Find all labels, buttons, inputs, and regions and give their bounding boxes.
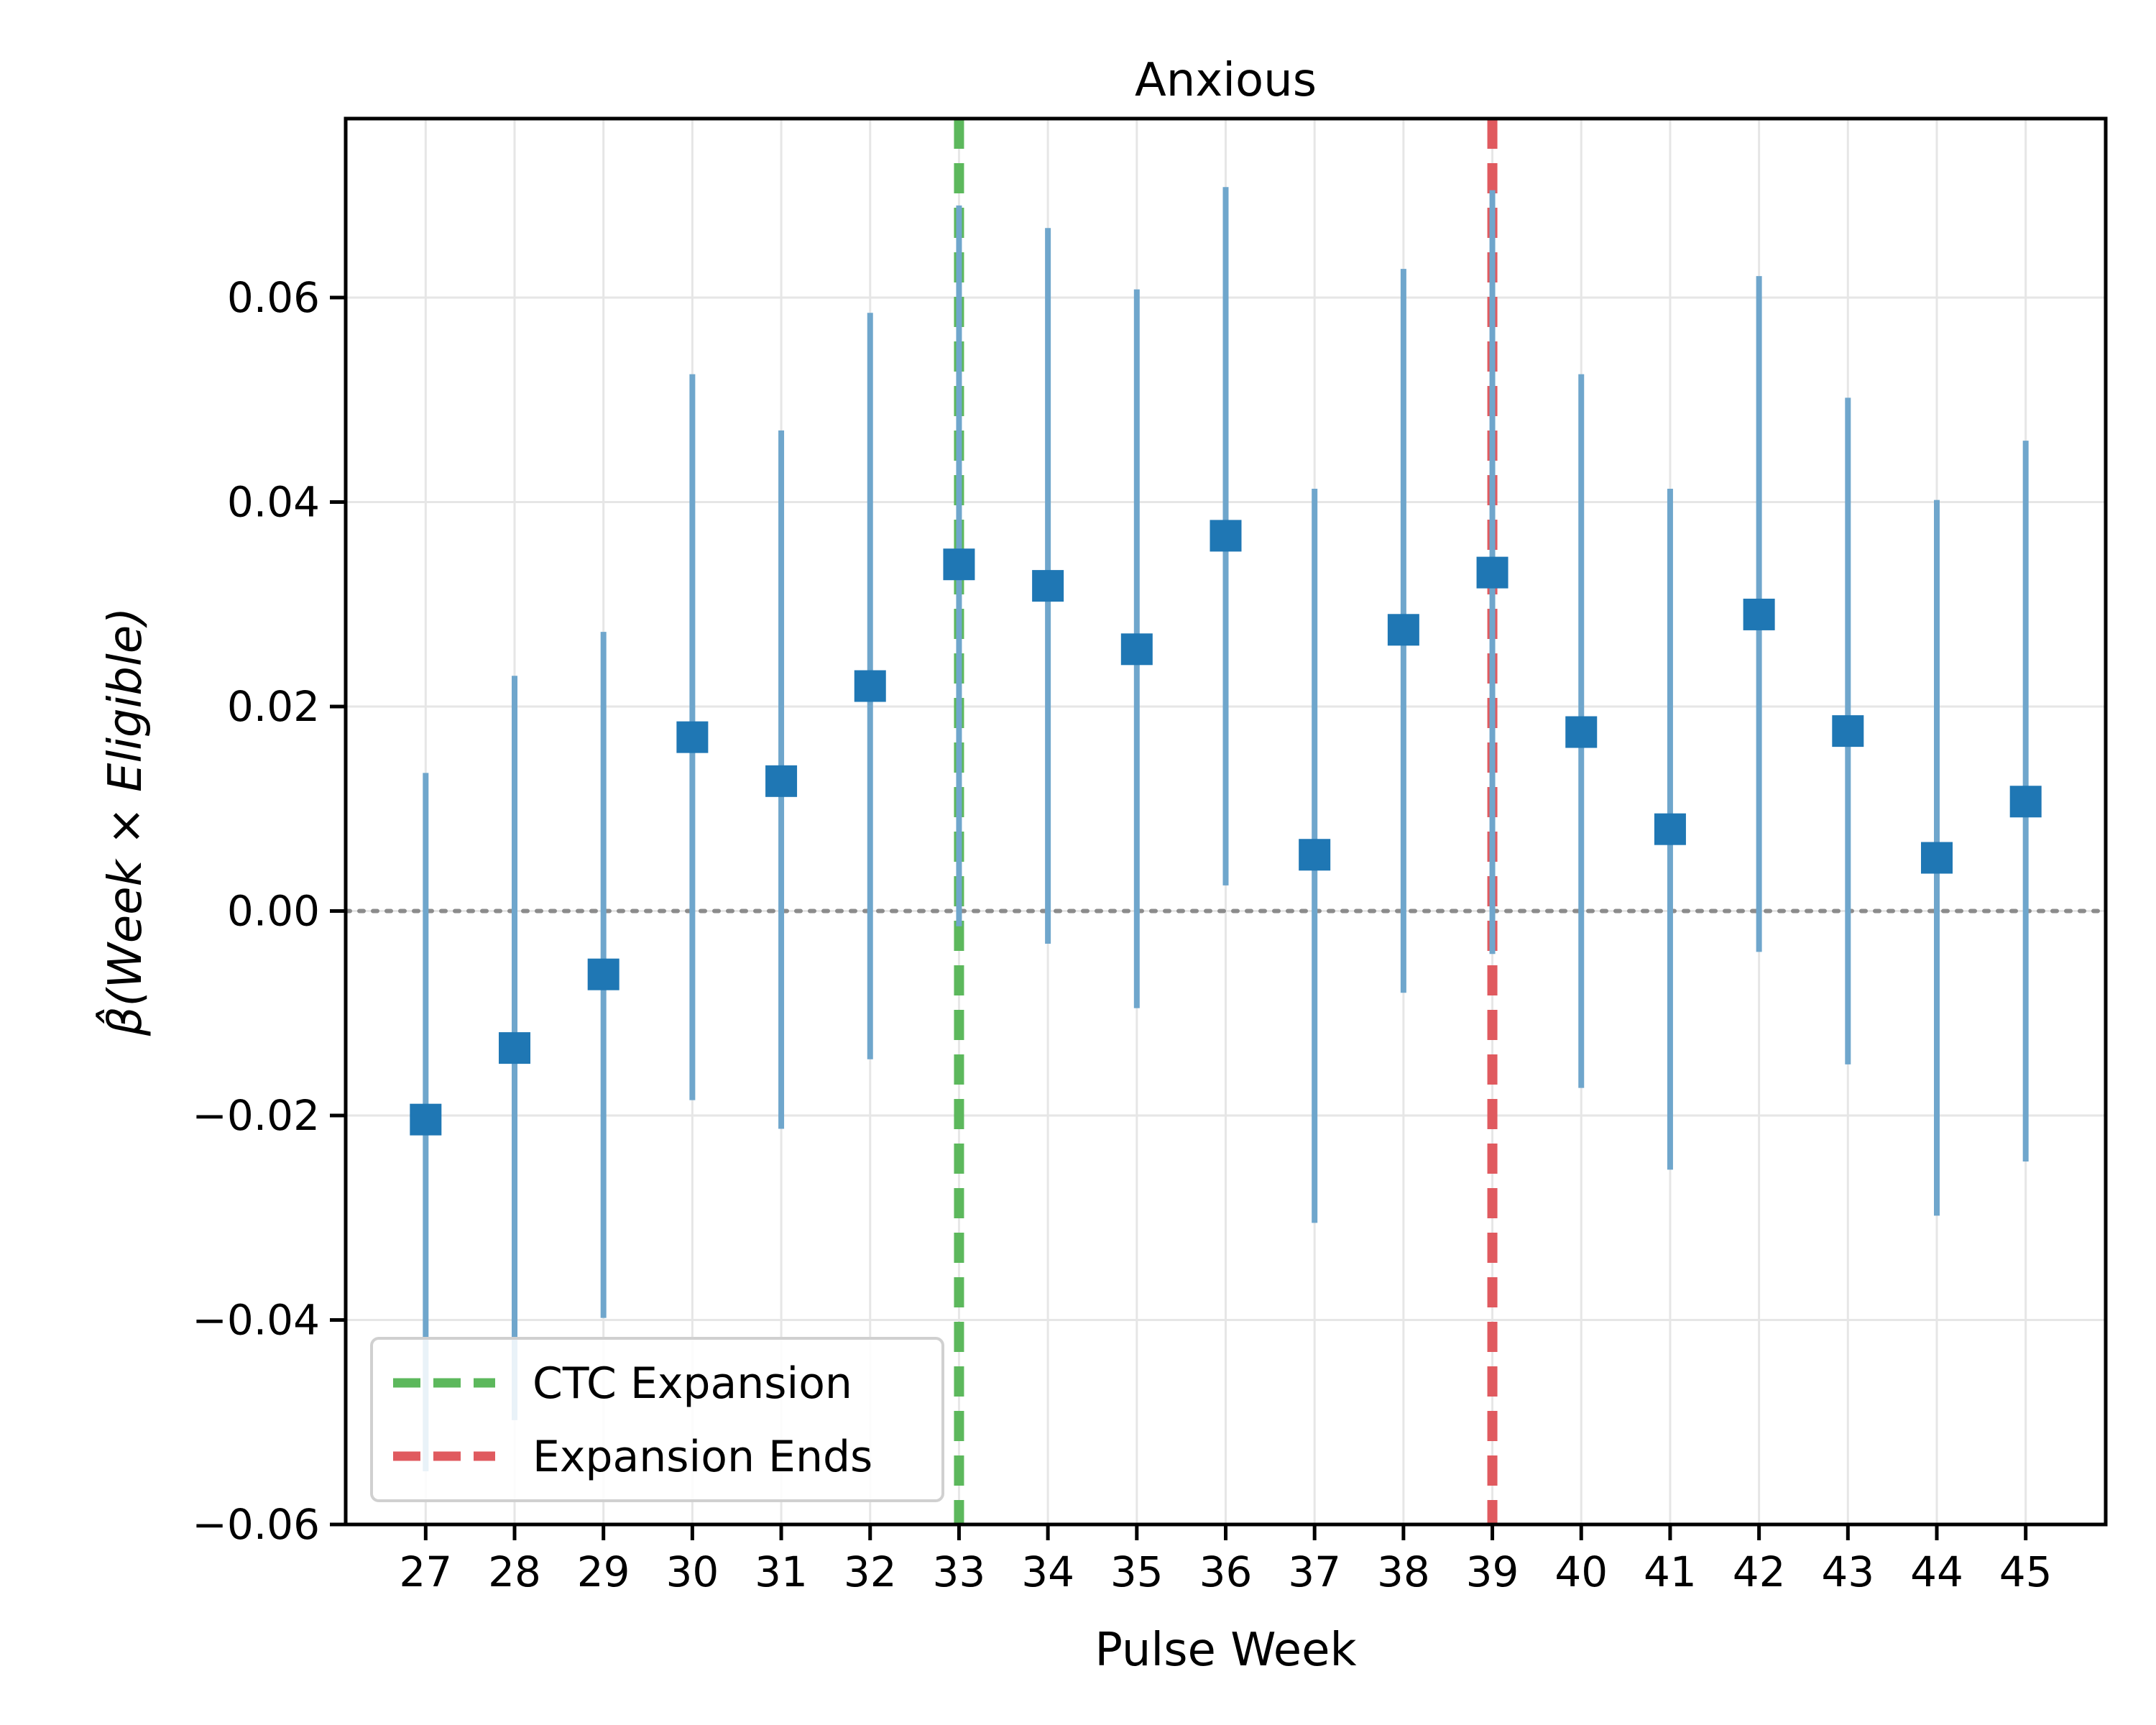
data-point bbox=[1832, 715, 1864, 748]
data-point bbox=[765, 765, 798, 797]
x-tick-label: 41 bbox=[1644, 1547, 1697, 1596]
data-point bbox=[1032, 570, 1064, 602]
data-point bbox=[2009, 786, 2042, 818]
legend: CTC Expansion Expansion Ends bbox=[370, 1337, 944, 1502]
x-tick-label: 44 bbox=[1910, 1547, 1963, 1596]
data-point bbox=[676, 721, 709, 753]
data-point bbox=[1299, 839, 1331, 871]
x-tick-label: 36 bbox=[1199, 1547, 1253, 1596]
x-tick-label: 33 bbox=[933, 1547, 986, 1596]
data-point bbox=[1387, 614, 1419, 646]
x-tick-label: 45 bbox=[1999, 1547, 2053, 1596]
y-tick-label: −0.06 bbox=[192, 1500, 320, 1549]
legend-box bbox=[370, 1337, 944, 1502]
x-tick-label: 38 bbox=[1377, 1547, 1430, 1596]
point-markers bbox=[410, 520, 2042, 1136]
x-tick-label: 32 bbox=[844, 1547, 897, 1596]
data-point bbox=[1476, 556, 1508, 589]
y-axis-ticks: 0.06 0.04 0.02 0.00 −0.02 −0.04 −0.06 bbox=[192, 273, 346, 1549]
y-axis-label: β̂(Week × Eligible) bbox=[95, 607, 152, 1036]
chart-title: Anxious bbox=[1135, 54, 1317, 107]
x-tick-label: 40 bbox=[1554, 1547, 1608, 1596]
y-tick-label: 0.04 bbox=[227, 477, 320, 526]
y-tick-label: 0.06 bbox=[227, 273, 320, 322]
data-point bbox=[410, 1103, 442, 1136]
data-point bbox=[1920, 842, 1953, 874]
data-point bbox=[943, 548, 975, 581]
data-point bbox=[1565, 716, 1598, 748]
data-point bbox=[1654, 813, 1686, 845]
data-point bbox=[587, 958, 619, 990]
legend-label: Expansion Ends bbox=[533, 1432, 872, 1482]
x-tick-label: 27 bbox=[399, 1547, 452, 1596]
x-tick-label: 42 bbox=[1733, 1547, 1786, 1596]
x-tick-label: 30 bbox=[665, 1547, 719, 1596]
y-tick-label: 0.00 bbox=[227, 886, 320, 935]
data-point bbox=[854, 670, 886, 702]
data-point bbox=[499, 1032, 531, 1064]
x-tick-label: 31 bbox=[755, 1547, 808, 1596]
data-point bbox=[1743, 598, 1775, 630]
x-tick-label: 29 bbox=[577, 1547, 630, 1596]
x-tick-label: 37 bbox=[1288, 1547, 1341, 1596]
data-point bbox=[1210, 520, 1242, 552]
x-tick-label: 34 bbox=[1021, 1547, 1074, 1596]
legend-label: CTC Expansion bbox=[533, 1358, 852, 1409]
y-tick-label: −0.04 bbox=[192, 1295, 320, 1344]
x-axis-ticks: 27 28 29 30 31 32 33 34 35 36 37 38 39 40 41 42 43 44 45 bbox=[399, 1524, 2053, 1596]
x-tick-label: 28 bbox=[488, 1547, 541, 1596]
y-tick-label: −0.02 bbox=[192, 1091, 320, 1140]
x-tick-label: 35 bbox=[1110, 1547, 1164, 1596]
x-tick-label: 39 bbox=[1466, 1547, 1519, 1596]
data-point bbox=[1120, 633, 1153, 666]
x-tick-label: 43 bbox=[1821, 1547, 1874, 1596]
x-axis-label: Pulse Week bbox=[1095, 1624, 1356, 1677]
y-tick-label: 0.02 bbox=[227, 682, 320, 731]
